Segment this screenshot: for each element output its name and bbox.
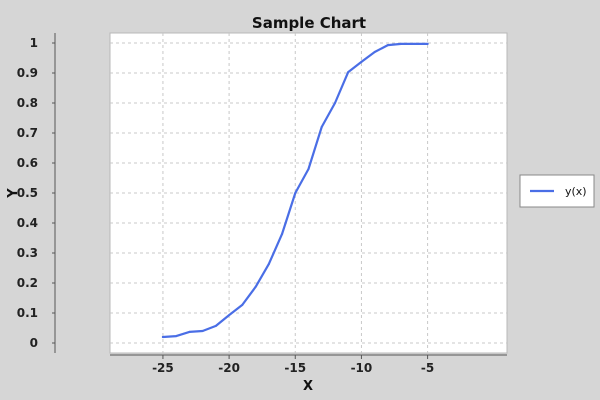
data-point — [161, 336, 164, 339]
x-axis-title: X — [303, 379, 313, 394]
legend-label: y(x) — [565, 185, 587, 198]
data-point — [347, 71, 350, 74]
data-point — [241, 303, 244, 306]
data-point — [307, 167, 310, 170]
x-tick-label: -15 — [284, 361, 306, 375]
data-point — [373, 50, 376, 53]
data-point — [320, 125, 323, 128]
data-point — [201, 330, 204, 333]
data-point — [400, 42, 403, 45]
legend: y(x) — [519, 174, 595, 208]
grid-lines — [110, 33, 507, 353]
data-point — [386, 44, 389, 47]
data-point — [281, 233, 284, 236]
y-tick-label: 1 — [30, 36, 38, 50]
data-point — [254, 285, 257, 288]
series-layer — [161, 42, 429, 339]
y-axis-ticks: 0 0.1 0.2 0.3 0.4 0.5 0.6 0.7 0.8 0.9 1 — [17, 36, 55, 350]
data-point — [188, 330, 191, 333]
y-tick-label: 0.4 — [17, 216, 38, 230]
data-point — [294, 192, 297, 194]
y-tick-label: 0.7 — [17, 126, 38, 140]
y-tick-label: 0.5 — [17, 186, 38, 200]
data-point — [333, 101, 336, 104]
data-point — [214, 324, 217, 327]
x-tick-label: -25 — [152, 361, 174, 375]
x-tick-label: -10 — [351, 361, 373, 375]
y-tick-label: 0.2 — [17, 276, 38, 290]
x-axis-ticks: -25 -20 -15 -10 -5 — [152, 355, 434, 375]
data-point — [360, 60, 363, 63]
y-axis-title: Y — [6, 188, 21, 199]
y-tick-label: 0 — [30, 336, 38, 350]
x-tick-label: -5 — [421, 361, 434, 375]
data-point — [175, 335, 178, 338]
y-tick-label: 0.3 — [17, 246, 38, 260]
y-tick-label: 0.6 — [17, 156, 38, 170]
chart-title: Sample Chart — [252, 14, 366, 32]
data-point — [426, 42, 429, 45]
y-tick-label: 0.8 — [17, 96, 38, 110]
data-point — [228, 314, 231, 317]
y-tick-label: 0.1 — [17, 306, 38, 320]
x-tick-label: -20 — [218, 361, 240, 375]
data-point — [413, 42, 416, 45]
data-point — [267, 263, 270, 266]
y-tick-label: 0.9 — [17, 66, 38, 80]
